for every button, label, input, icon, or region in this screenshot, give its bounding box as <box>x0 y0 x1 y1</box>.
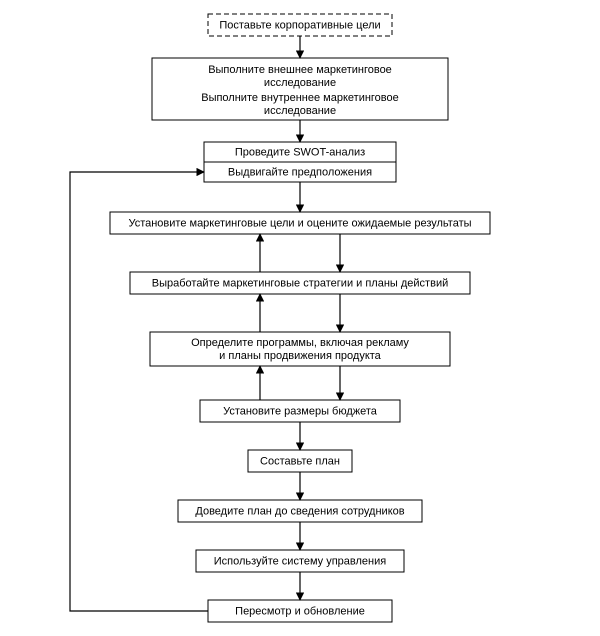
lbl-n9: Составьте план <box>260 455 340 467</box>
lbl-n2a2: исследование <box>264 77 336 89</box>
e-feedback-loop <box>70 172 208 611</box>
lbl-n12: Пересмотр и обновление <box>235 605 365 617</box>
lbl-n2a: Выполните внешнее маркетинговое <box>208 64 392 76</box>
node-communicate: Доведите план до сведения сотрудников <box>178 500 422 522</box>
lbl-n10: Доведите план до сведения сотрудников <box>195 505 404 517</box>
node-assumptions: Выдвигайте предположения <box>204 162 396 182</box>
lbl-n11: Используйте систему управления <box>214 555 386 567</box>
lbl-n7a: Определите программы, включая рекламу <box>191 337 409 349</box>
lbl-n2b2: исследование <box>264 105 336 117</box>
node-swot: Проведите SWOT-анализ <box>204 142 396 162</box>
node-strategies: Выработайте маркетинговые стратегии и пл… <box>130 272 470 294</box>
edges <box>70 36 340 611</box>
node-budget: Установите размеры бюджета <box>200 400 400 422</box>
lbl-n3: Проведите SWOT-анализ <box>235 146 365 158</box>
node-plan: Составьте план <box>248 450 352 472</box>
lbl-n2b: Выполните внутреннее маркетинговое <box>201 92 399 104</box>
lbl-n4: Выдвигайте предположения <box>228 166 372 178</box>
node-programs: Определите программы, включая рекламу и … <box>150 332 450 366</box>
node-corporate-goals: Поставьте корпоративные цели <box>208 14 392 36</box>
lbl-n8: Установите размеры бюджета <box>223 405 378 417</box>
node-marketing-research: Выполните внешнее маркетинговое исследов… <box>152 58 448 120</box>
lbl-n6: Выработайте маркетинговые стратегии и пл… <box>152 277 448 289</box>
node-marketing-goals: Установите маркетинговые цели и оцените … <box>110 212 490 234</box>
lbl-n1: Поставьте корпоративные цели <box>219 19 380 31</box>
lbl-n5: Установите маркетинговые цели и оцените … <box>128 217 471 229</box>
node-review: Пересмотр и обновление <box>208 600 392 622</box>
node-control: Используйте систему управления <box>196 550 404 572</box>
lbl-n7b: и планы продвижения продукта <box>219 350 382 362</box>
